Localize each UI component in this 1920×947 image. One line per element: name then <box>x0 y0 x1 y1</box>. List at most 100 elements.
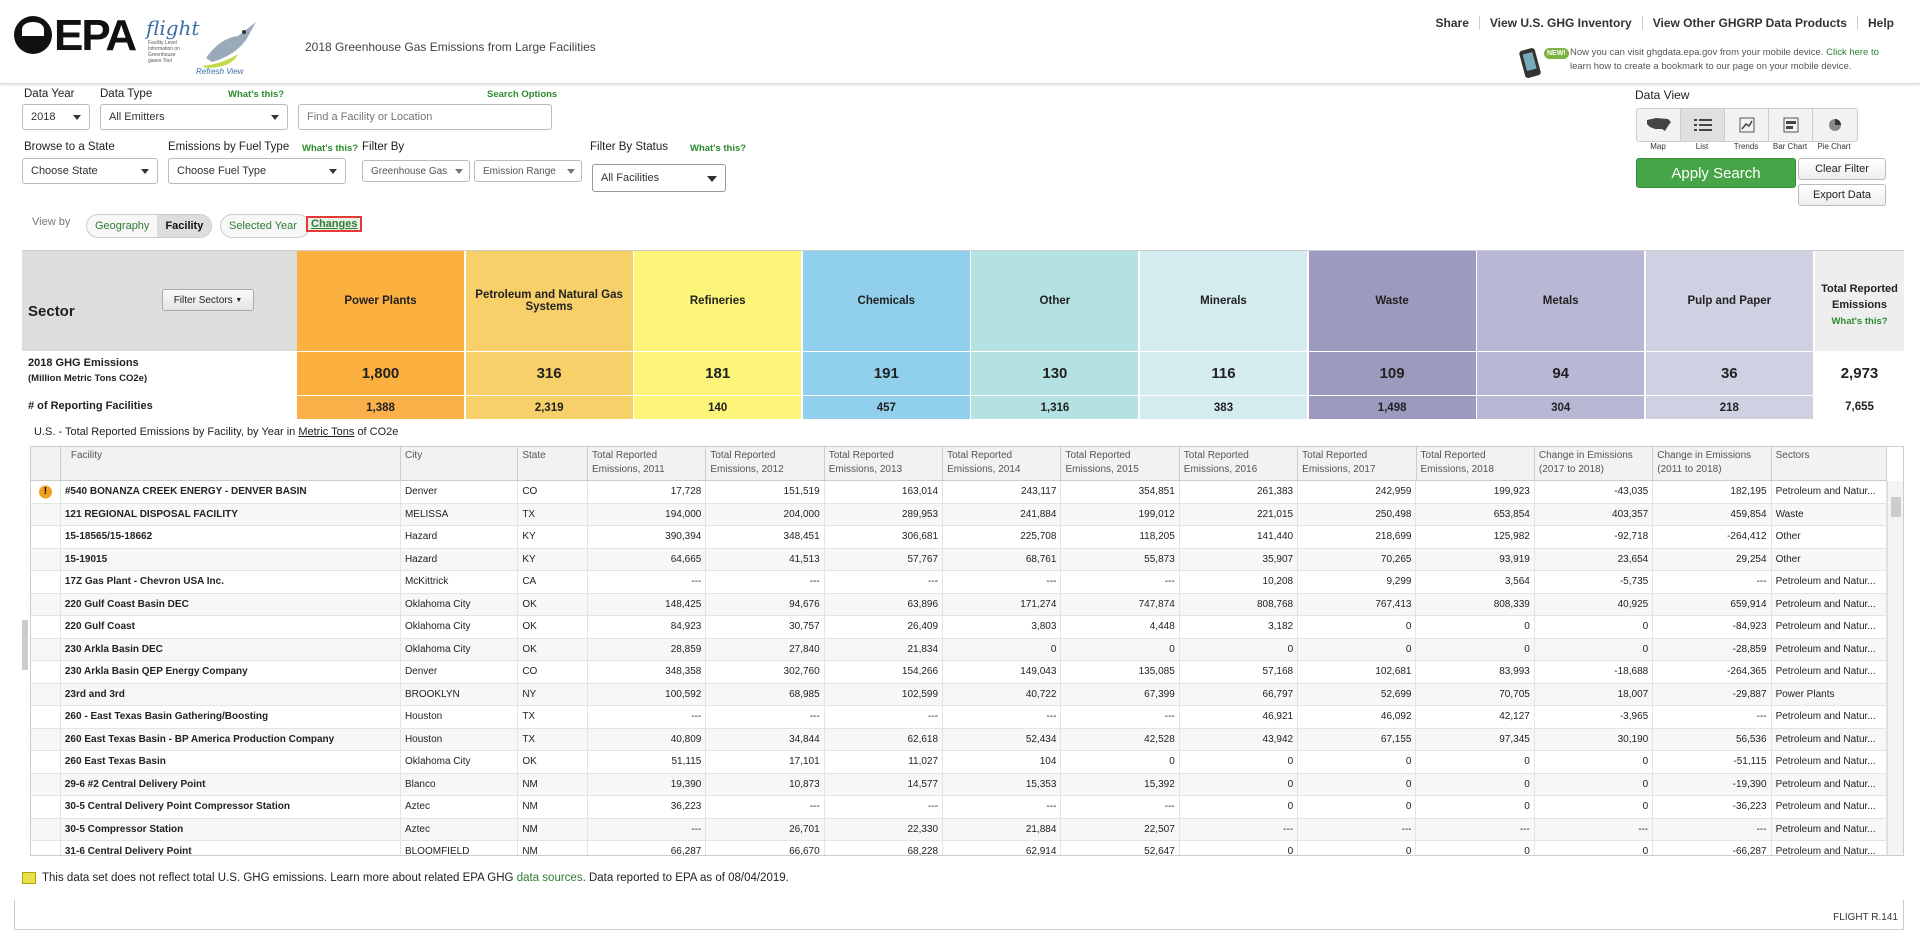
sector-column[interactable]: Metals 94 304 <box>1477 251 1646 419</box>
list-view-button[interactable] <box>1681 109 1725 141</box>
vertical-scrollbar[interactable] <box>1887 481 1903 855</box>
sector-column[interactable]: Refineries 181 140 <box>634 251 803 419</box>
apply-search-button[interactable]: Apply Search <box>1636 158 1796 188</box>
facility-name-link[interactable]: 15-19015 <box>61 548 401 570</box>
facility-name-link[interactable]: 260 East Texas Basin - BP America Produc… <box>61 728 401 750</box>
status-select[interactable]: All Facilities <box>592 164 726 192</box>
flight-logo[interactable]: flight Facility Level Information on Gre… <box>146 16 286 76</box>
facility-name-link[interactable]: 220 Gulf Coast Basin DEC <box>61 593 401 615</box>
facility-pill[interactable]: Facility <box>157 215 212 237</box>
scroll-thumb[interactable] <box>1891 497 1901 517</box>
epa-logo[interactable]: EPA <box>14 14 137 58</box>
table-row[interactable]: 260 East Texas Basin - BP America Produc… <box>31 728 1887 751</box>
fuel-whats-this-link[interactable]: What's this? <box>302 143 359 154</box>
data-type-select[interactable]: All Emitters <box>100 104 288 130</box>
table-row[interactable]: 260 East Texas Basin Oklahoma City OK 51,11… <box>31 751 1887 774</box>
chevron-down-icon <box>141 169 149 174</box>
geography-pill[interactable]: Geography <box>95 220 150 232</box>
state-select[interactable]: Choose State <box>22 158 158 184</box>
emission-range-select[interactable]: Emission Range <box>474 160 582 182</box>
column-header[interactable]: City <box>401 447 519 481</box>
column-header[interactable]: Total Reported Emissions, 2017 <box>1298 447 1417 481</box>
status-whats-this-link[interactable]: What's this? <box>690 143 747 154</box>
column-header[interactable] <box>31 447 61 481</box>
column-header[interactable]: Sectors <box>1772 447 1887 481</box>
column-header[interactable]: Facility <box>61 447 401 481</box>
data-year-select[interactable]: 2018 <box>22 104 90 130</box>
total-whats-this-link[interactable]: What's this? <box>1831 316 1888 327</box>
table-row[interactable]: 230 Arkla Basin DEC Oklahoma City OK 28,859… <box>31 638 1887 661</box>
table-row[interactable]: 30-5 Central Delivery Point Compressor S… <box>31 796 1887 819</box>
search-options-link[interactable]: Search Options <box>487 89 558 100</box>
data-sources-link[interactable]: data sources <box>516 872 583 885</box>
table-row[interactable]: 31-6 Central Delivery Point BLOOMFIELD NM 6… <box>31 841 1887 855</box>
facility-name-link[interactable]: 17Z Gas Plant - Chevron USA Inc. <box>61 571 401 593</box>
bar-chart-view-button[interactable] <box>1769 109 1813 141</box>
facility-name-link[interactable]: 121 REGIONAL DISPOSAL FACILITY <box>61 503 401 525</box>
column-header[interactable]: Total Reported Emissions, 2011 <box>588 447 707 481</box>
sector-column[interactable]: Pulp and Paper 36 218 <box>1645 251 1814 419</box>
facility-name-link[interactable]: 220 Gulf Coast <box>61 616 401 638</box>
map-view-button[interactable] <box>1637 109 1681 141</box>
column-header[interactable]: Change in Emissions (2017 to 2018) <box>1535 447 1654 481</box>
table-row[interactable]: 121 REGIONAL DISPOSAL FACILITY MELISSA TX 1… <box>31 503 1887 526</box>
table-cell: 148,425 <box>588 593 707 615</box>
facility-name-link[interactable]: 23rd and 3rd <box>61 683 401 705</box>
trends-view-button[interactable] <box>1725 109 1769 141</box>
refresh-view-link[interactable]: Refresh View <box>196 67 244 76</box>
table-row[interactable]: 260 - East Texas Basin Gathering/Boostin… <box>31 706 1887 729</box>
facility-name-link[interactable]: 30-5 Central Delivery Point Compressor S… <box>61 796 401 818</box>
table-row[interactable]: 29-6 #2 Central Delivery Point Blanco NM 19… <box>31 773 1887 796</box>
facility-name-link[interactable]: 230 Arkla Basin QEP Energy Company <box>61 661 401 683</box>
filter-sectors-button[interactable]: Filter Sectors ▼ <box>162 289 254 311</box>
facility-search-input[interactable] <box>298 104 552 130</box>
facility-name-link[interactable]: 230 Arkla Basin DEC <box>61 638 401 660</box>
table-row[interactable]: 15-19015 Hazard KY 64,665 41,513 57,767 68,761… <box>31 548 1887 571</box>
clear-filter-button[interactable]: Clear Filter <box>1798 158 1886 180</box>
table-row[interactable]: 220 Gulf Coast Oklahoma City OK 84,923 30,75… <box>31 616 1887 639</box>
sector-column[interactable]: Chemicals 191 457 <box>802 251 971 419</box>
column-header[interactable]: Total Reported Emissions, 2012 <box>706 447 825 481</box>
sector-column[interactable]: Waste 109 1,498 <box>1308 251 1477 419</box>
column-header[interactable]: Total Reported Emissions, 2018 <box>1417 447 1535 481</box>
table-row[interactable]: 230 Arkla Basin QEP Energy Company Denver… <box>31 661 1887 684</box>
table-row[interactable]: 23rd and 3rd BROOKLYN NY 100,592 68,985 102,5… <box>31 683 1887 706</box>
column-header[interactable]: Change in Emissions (2011 to 2018) <box>1653 447 1772 481</box>
ghg-inventory-link[interactable]: View U.S. GHG Inventory <box>1478 16 1642 30</box>
column-header[interactable]: Total Reported Emissions, 2016 <box>1180 447 1299 481</box>
table-row[interactable]: ! #540 BONANZA CREEK ENERGY - DENVER BASI… <box>31 481 1887 504</box>
column-header[interactable]: Total Reported Emissions, 2015 <box>1061 447 1180 481</box>
facility-name-link[interactable]: 260 - East Texas Basin Gathering/Boostin… <box>61 706 401 728</box>
changes-pill[interactable]: Changes <box>306 216 363 232</box>
table-row[interactable]: 30-5 Compressor Station Aztec NM --- 26,701 2… <box>31 818 1887 841</box>
table-row[interactable]: 15-18565/15-18662 Hazard KY 390,394 348,451 3… <box>31 526 1887 549</box>
facility-name-link[interactable]: 31-6 Central Delivery Point <box>61 841 401 855</box>
table-cell: 171,274 <box>943 593 1062 615</box>
facility-name-link[interactable]: #540 BONANZA CREEK ENERGY - DENVER BASIN <box>61 481 401 503</box>
table-row[interactable]: 220 Gulf Coast Basin DEC Oklahoma City OK 1… <box>31 593 1887 616</box>
table-row[interactable]: 17Z Gas Plant - Chevron USA Inc. McKittri… <box>31 571 1887 594</box>
left-scroll-handle[interactable] <box>22 620 28 670</box>
sector-column[interactable]: Petroleum and Natural Gas Systems 316 2,31… <box>465 251 634 419</box>
help-link[interactable]: Help <box>1856 16 1904 30</box>
other-products-link[interactable]: View Other GHGRP Data Products <box>1641 16 1857 30</box>
facility-name-link[interactable]: 29-6 #2 Central Delivery Point <box>61 773 401 795</box>
share-link[interactable]: Share <box>1435 16 1469 30</box>
sector-column[interactable]: Other 130 1,316 <box>971 251 1140 419</box>
column-header[interactable]: Total Reported Emissions, 2013 <box>825 447 944 481</box>
sector-column[interactable]: Minerals 116 383 <box>1140 251 1308 419</box>
data-type-whats-this-link[interactable]: What's this? <box>228 89 285 100</box>
facility-name-link[interactable]: 30-5 Compressor Station <box>61 818 401 840</box>
facility-name-link[interactable]: 15-18565/15-18662 <box>61 526 401 548</box>
pie-chart-view-button[interactable] <box>1813 109 1857 141</box>
mobile-click-here-link[interactable]: Click here to <box>1826 47 1879 58</box>
column-header[interactable]: State <box>518 447 588 481</box>
greenhouse-gas-select[interactable]: Greenhouse Gas <box>362 160 470 182</box>
export-data-button[interactable]: Export Data <box>1798 184 1886 206</box>
selected-year-pill[interactable]: Selected Year <box>229 220 297 232</box>
sector-column[interactable]: Power Plants 1,800 1,388 <box>297 251 465 419</box>
metric-tons-link[interactable]: Metric Tons <box>298 426 355 438</box>
facility-name-link[interactable]: 260 East Texas Basin <box>61 751 401 773</box>
column-header[interactable]: Total Reported Emissions, 2014 <box>943 447 1062 481</box>
fuel-type-select[interactable]: Choose Fuel Type <box>168 158 346 184</box>
